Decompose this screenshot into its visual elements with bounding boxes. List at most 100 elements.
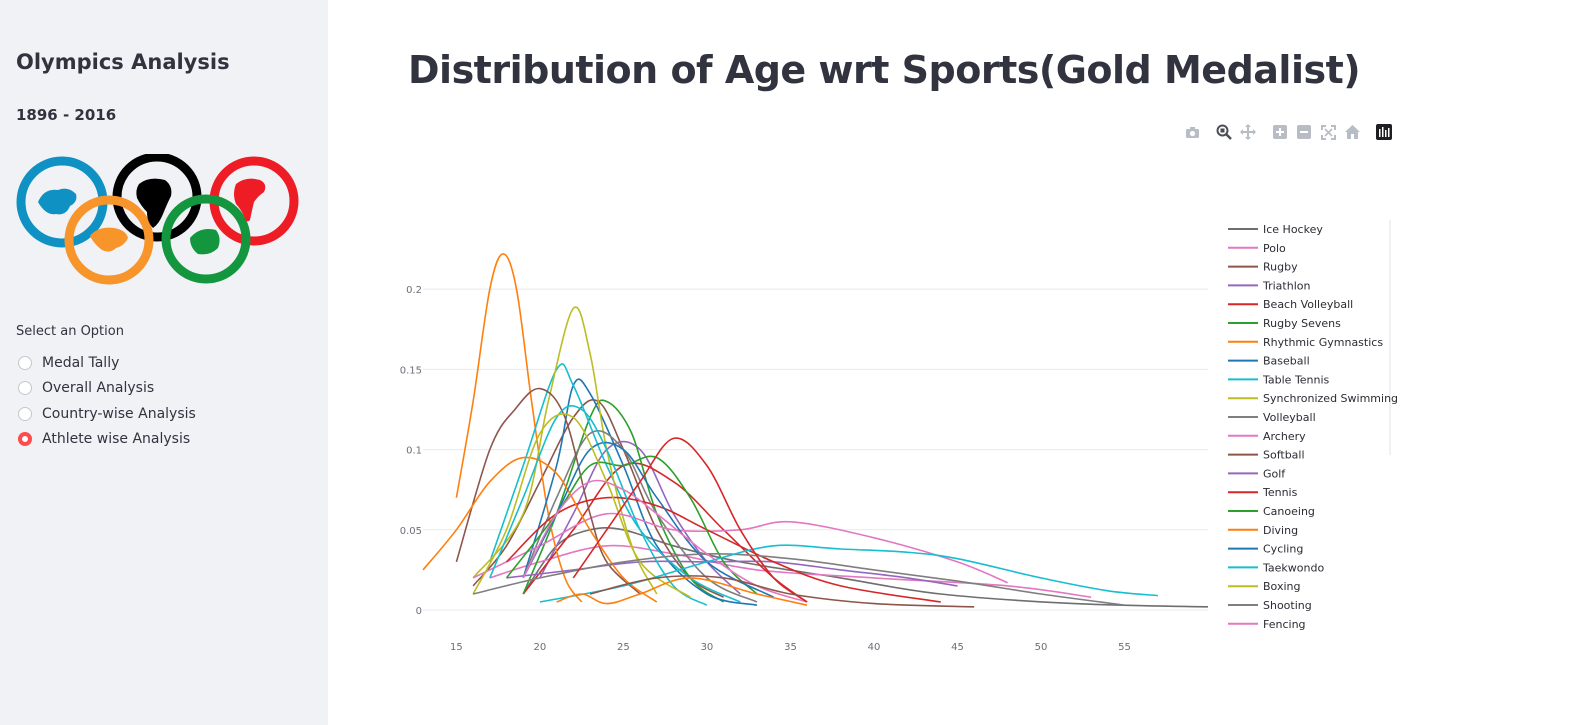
legend-label: Shooting <box>1263 599 1312 612</box>
radio-label: Country-wise Analysis <box>42 405 196 422</box>
series-line[interactable] <box>522 526 1209 608</box>
radio-country-wise-analysis[interactable]: Country-wise Analysis <box>16 401 196 427</box>
series-line[interactable] <box>472 413 691 598</box>
radio-label: Athlete wise Analysis <box>42 431 191 448</box>
legend-item[interactable]: Fencing <box>1228 618 1306 631</box>
legend-item[interactable]: Softball <box>1228 449 1305 462</box>
radio-circle[interactable] <box>18 406 32 421</box>
y-tick-label: 0.1 <box>406 446 422 457</box>
legend-item[interactable]: Synchronized Swimming <box>1228 392 1398 405</box>
series-line[interactable] <box>455 253 583 603</box>
sidebar-years: 1896 - 2016 <box>16 106 117 124</box>
zoom-out-icon[interactable] <box>1296 124 1312 140</box>
legend-item[interactable]: Ice Hockey <box>1228 223 1323 236</box>
x-tick-label: 25 <box>617 642 630 653</box>
y-tick-label: 0.2 <box>406 285 422 296</box>
legend-label: Triathlon <box>1262 279 1310 292</box>
legend-item[interactable]: Canoeing <box>1228 505 1315 518</box>
legend-label: Tennis <box>1262 486 1298 499</box>
series-line[interactable] <box>489 544 1092 598</box>
x-tick-label: 40 <box>868 642 881 653</box>
legend-item[interactable]: Rugby <box>1228 261 1298 274</box>
zoom-icon[interactable] <box>1216 124 1232 140</box>
main-content: Distribution of Age wrt Sports(Gold Meda… <box>328 0 1588 725</box>
legend-label: Taekwondo <box>1262 561 1324 574</box>
legend-label: Golf <box>1263 467 1286 480</box>
legend-label: Rugby Sevens <box>1263 317 1341 330</box>
series-line[interactable] <box>472 306 658 595</box>
radio-circle[interactable] <box>18 355 32 370</box>
y-tick-label: 0.05 <box>400 526 422 537</box>
plotly-logo-icon[interactable] <box>1376 124 1392 140</box>
series-lines <box>422 253 1209 608</box>
legend-item[interactable]: Table Tennis <box>1228 373 1330 386</box>
autoscale-icon[interactable] <box>1320 124 1336 140</box>
series-line[interactable] <box>455 387 641 595</box>
legend-item[interactable]: Baseball <box>1228 355 1310 368</box>
camera-icon[interactable] <box>1184 124 1200 140</box>
legend-item[interactable]: Boxing <box>1228 580 1300 593</box>
series-line[interactable] <box>472 553 1125 606</box>
legend-item[interactable]: Golf <box>1228 467 1286 480</box>
series-line[interactable] <box>522 378 758 606</box>
sidebar-title: Olympics Analysis <box>16 50 230 74</box>
legend-item[interactable]: Cycling <box>1228 543 1303 556</box>
x-tick-label: 30 <box>701 642 714 653</box>
legend-item[interactable]: Archery <box>1228 430 1306 443</box>
reset-axes-icon[interactable] <box>1344 124 1360 140</box>
legend-item[interactable]: Tennis <box>1228 486 1298 499</box>
legend-item[interactable]: Diving <box>1228 524 1298 537</box>
legend-label: Boxing <box>1263 580 1300 593</box>
series-line[interactable] <box>572 437 808 603</box>
y-tick-label: 0.15 <box>400 365 422 376</box>
radio-circle[interactable] <box>18 432 32 447</box>
radio-circle[interactable] <box>18 381 32 396</box>
option-radio-group: Medal Tally Overall Analysis Country-wis… <box>16 350 196 452</box>
radio-overall-analysis[interactable]: Overall Analysis <box>16 376 196 402</box>
series-line[interactable] <box>489 363 741 603</box>
legend-label: Rugby <box>1263 261 1298 274</box>
pan-icon[interactable] <box>1240 124 1256 140</box>
zoom-in-icon[interactable] <box>1272 124 1288 140</box>
age-distribution-chart: 0 0.05 0.1 0.15 0.2 15 20 25 30 35 40 45 50 55 Ice Hoc… <box>400 220 1398 653</box>
series-line[interactable] <box>506 560 958 587</box>
radio-athlete-wise-analysis[interactable]: Athlete wise Analysis <box>16 427 196 453</box>
radio-label: Overall Analysis <box>42 380 155 397</box>
x-tick-label: 15 <box>450 642 463 653</box>
legend-label: Fencing <box>1263 618 1306 631</box>
legend-label: Rhythmic Gymnastics <box>1263 336 1383 349</box>
legend-item[interactable]: Taekwondo <box>1228 561 1324 574</box>
x-tick-label: 55 <box>1118 642 1131 653</box>
legend-item[interactable]: Beach Volleyball <box>1228 298 1353 311</box>
x-tick-label: 50 <box>1035 642 1048 653</box>
series-line[interactable] <box>505 496 941 603</box>
legend-label: Table Tennis <box>1262 373 1330 386</box>
legend-label: Synchronized Swimming <box>1263 392 1398 405</box>
legend-item[interactable]: Rhythmic Gymnastics <box>1228 336 1383 349</box>
radio-group-label: Select an Option <box>16 324 124 339</box>
legend-label: Archery <box>1263 430 1306 443</box>
legend-label: Softball <box>1263 449 1305 462</box>
page-title: Distribution of Age wrt Sports(Gold Meda… <box>408 48 1361 92</box>
legend: Ice Hockey Polo Rugby Triathlon Beach Volley… <box>1228 223 1398 631</box>
legend-item[interactable]: Volleyball <box>1228 411 1316 424</box>
legend-item[interactable]: Triathlon <box>1228 279 1310 292</box>
olympic-rings-logo <box>16 154 299 285</box>
grid-lines <box>423 288 1208 611</box>
legend-label: Baseball <box>1263 355 1310 368</box>
radio-label: Medal Tally <box>42 354 120 371</box>
series-line[interactable] <box>522 479 808 603</box>
legend-label: Polo <box>1263 242 1286 255</box>
radio-medal-tally[interactable]: Medal Tally <box>16 350 196 376</box>
series-line[interactable] <box>556 577 808 606</box>
legend-label: Cycling <box>1263 543 1303 556</box>
x-tick-label: 45 <box>951 642 964 653</box>
legend-item[interactable]: Polo <box>1228 242 1286 255</box>
legend-item[interactable]: Shooting <box>1228 599 1312 612</box>
legend-item[interactable]: Rugby Sevens <box>1228 317 1341 330</box>
series-line[interactable] <box>589 575 975 608</box>
y-tick-label: 0 <box>416 606 422 617</box>
series-line[interactable] <box>422 456 658 603</box>
legend-label: Diving <box>1263 524 1298 537</box>
legend-label: Ice Hockey <box>1263 223 1323 236</box>
